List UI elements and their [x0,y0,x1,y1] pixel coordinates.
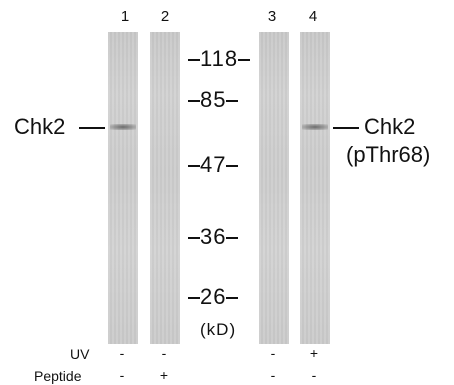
chk2-pthr68-band [302,124,328,130]
left-pointer-line [79,127,105,129]
uv-sign-lane-1: - [119,345,125,361]
marker-47: 47 [188,152,239,178]
blot-lane-1 [108,32,138,344]
unit-label: (kD) [200,320,237,339]
peptide-sign-lane-2: + [159,367,169,383]
uv-sign-lane-4: + [309,345,319,361]
lane-number-1: 1 [120,8,130,25]
uv-sign-lane-2: - [161,345,167,361]
marker-85: 85 [188,87,239,113]
peptide-sign-lane-3: - [270,367,276,383]
blot-lane-4 [300,32,330,344]
blot-lane-3 [259,32,289,344]
peptide-sign-lane-1: - [119,367,125,383]
marker-118: 118 [188,46,251,72]
chk2-band [110,124,136,130]
blot-lane-2 [150,32,180,344]
peptide-row-label: Peptide [34,368,82,384]
right-protein-sublabel: (pThr68) [346,142,431,167]
lane-number-2: 2 [160,8,170,25]
marker-36: 36 [188,224,239,250]
uv-sign-lane-3: - [270,345,276,361]
right-protein-label: Chk2 [364,114,416,139]
uv-row-label: UV [70,346,90,362]
right-pointer-line [333,127,359,129]
left-protein-label: Chk2 [14,114,66,139]
lane-number-3: 3 [267,8,277,25]
lane-number-4: 4 [308,8,318,25]
marker-26: 26 [188,284,239,310]
peptide-sign-lane-4: - [311,367,317,383]
